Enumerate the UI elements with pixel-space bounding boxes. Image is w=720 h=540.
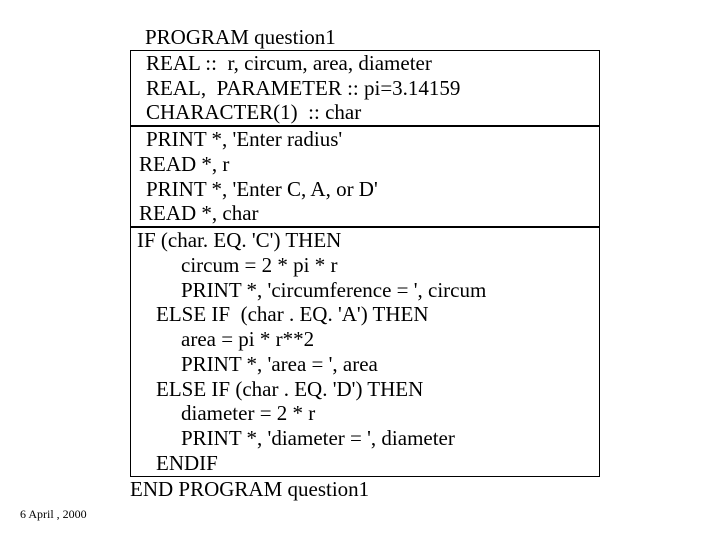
code-line: area = pi * r**2 xyxy=(131,327,599,352)
declaration-box: REAL :: r, circum, area, diameter REAL, … xyxy=(130,50,600,126)
code-line: ELSE IF (char . EQ. 'D') THEN xyxy=(131,377,599,402)
code-line: PRINT *, 'circumference = ', circum xyxy=(131,278,599,303)
code-line: REAL :: r, circum, area, diameter xyxy=(131,51,599,76)
code-line: CHARACTER(1) :: char xyxy=(131,100,599,125)
code-line: PRINT *, 'area = ', area xyxy=(131,352,599,377)
code-block: PROGRAM question1 REAL :: r, circum, are… xyxy=(120,25,610,502)
code-line: PRINT *, 'Enter radius' xyxy=(131,127,599,152)
code-line: END PROGRAM question1 xyxy=(120,477,610,502)
code-line: READ *, r xyxy=(131,152,599,177)
code-line: READ *, char xyxy=(131,201,599,226)
code-line: PRINT *, 'diameter = ', diameter xyxy=(131,426,599,451)
code-line: REAL, PARAMETER :: pi=3.14159 xyxy=(131,76,599,101)
code-line: PRINT *, 'Enter C, A, or D' xyxy=(131,177,599,202)
code-line: ELSE IF (char . EQ. 'A') THEN xyxy=(131,302,599,327)
code-line: ENDIF xyxy=(131,451,599,476)
code-line: diameter = 2 * r xyxy=(131,401,599,426)
input-box: PRINT *, 'Enter radius' READ *, r PRINT … xyxy=(130,126,600,227)
logic-box: IF (char. EQ. 'C') THEN circum = 2 * pi … xyxy=(130,227,600,477)
code-line: circum = 2 * pi * r xyxy=(131,253,599,278)
code-line: IF (char. EQ. 'C') THEN xyxy=(131,228,599,253)
footer-date: 6 April , 2000 xyxy=(20,507,87,522)
code-line: PROGRAM question1 xyxy=(120,25,610,50)
